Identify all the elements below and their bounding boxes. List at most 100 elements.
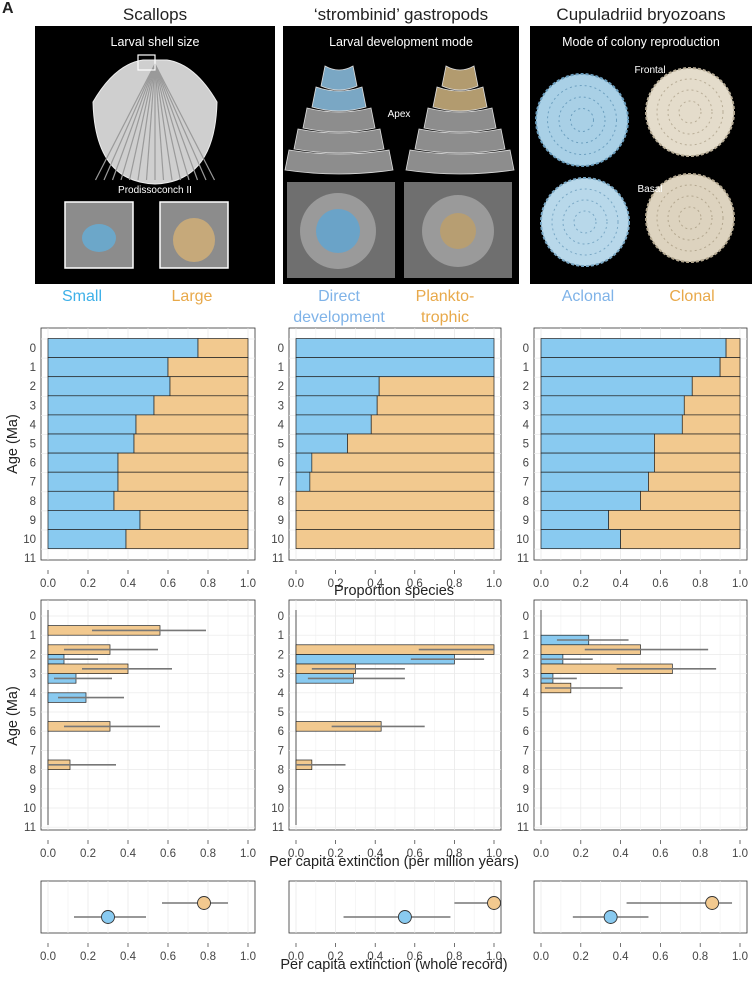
category-label-b: Plankto-: [416, 288, 475, 305]
colony-zooids: [547, 85, 617, 155]
x-tick-label: 1.0: [240, 578, 256, 590]
bar-proportion-b: [640, 490, 741, 511]
age-tick-label: 4: [30, 688, 37, 700]
bar-proportion-b: [125, 529, 249, 549]
colony: [535, 73, 629, 167]
age-tick-label: 8: [523, 496, 529, 508]
whorl: [284, 149, 394, 175]
bar-proportion-a: [540, 433, 655, 454]
x-tick-label: 0.0: [40, 951, 56, 963]
bar-proportion-a: [540, 395, 685, 416]
shell-rib: [145, 63, 156, 181]
x-axis-label: Per capita extinction (per million years…: [269, 854, 519, 870]
scallop-illustration: [64, 54, 229, 269]
bar-proportion-b: [133, 433, 249, 454]
x-tick-label: 0.4: [367, 578, 384, 590]
shell-rib: [111, 63, 156, 181]
shell-rib: [154, 63, 207, 181]
bar-proportion-a: [540, 452, 655, 473]
age-tick-label: 8: [278, 496, 284, 508]
whorl: [320, 65, 358, 91]
age-tick-label: 1: [278, 630, 284, 642]
x-tick-label: 1.0: [240, 848, 256, 860]
x-tick-label: 0.4: [613, 578, 630, 590]
x-tick-label: 0.0: [533, 578, 549, 590]
age-tick-label: 1: [30, 362, 36, 374]
bar-proportion-a: [47, 510, 141, 530]
photo-label: Basal: [637, 184, 662, 195]
x-tick-label: 0.4: [613, 848, 630, 860]
zoom-box: [137, 54, 156, 71]
large-larval-shell: [173, 218, 215, 262]
age-tick-label: 1: [523, 362, 529, 374]
colony: [645, 173, 735, 263]
x-tick-label: 0.2: [573, 578, 589, 590]
x-tick-label: 0.0: [533, 951, 549, 963]
photo-label: Frontal: [634, 65, 665, 76]
bar-proportion-a: [47, 376, 171, 397]
shell-rib: [137, 63, 156, 181]
x-tick-label: 0.4: [613, 951, 630, 963]
colony-zooids: [551, 188, 619, 256]
age-tick-label: 1: [30, 630, 36, 642]
age-tick-label: 3: [523, 669, 529, 681]
bar-proportion-b: [197, 338, 249, 358]
x-tick-label: 0.2: [328, 578, 344, 590]
x-tick-label: 0.6: [160, 951, 176, 963]
bar-proportion-b: [169, 376, 249, 397]
colony-zooids: [678, 100, 702, 124]
photo-title: Larval development mode: [329, 35, 473, 49]
shell-rib: [94, 63, 156, 181]
x-tick-label: 0.8: [446, 848, 462, 860]
age-tick-label: 8: [523, 765, 529, 777]
category-label-a: Aclonal: [562, 288, 614, 305]
age-tick-label: 11: [517, 553, 529, 565]
age-tick-label: 11: [24, 822, 36, 834]
shell-rib: [120, 63, 156, 181]
shell-rib: [154, 63, 173, 181]
age-tick-label: 4: [30, 419, 37, 431]
age-tick-label: 0: [523, 611, 529, 623]
bar-proportion-a: [47, 452, 119, 473]
colony-zooids: [656, 184, 724, 252]
x-tick-label: 0.6: [407, 848, 423, 860]
age-tick-label: 2: [278, 381, 284, 393]
x-tick-label: 0.0: [288, 951, 304, 963]
bar-proportion-b: [608, 510, 741, 530]
whorl: [405, 149, 515, 175]
photo-title: Mode of colony reproduction: [562, 35, 720, 49]
category-label-b: Large: [172, 288, 213, 305]
x-tick-label: 0.2: [573, 848, 589, 860]
x-tick-label: 0.0: [533, 848, 549, 860]
whorl: [302, 107, 376, 133]
age-tick-label: 4: [278, 419, 285, 431]
point-b: [197, 896, 211, 910]
x-tick-label: 0.2: [80, 578, 96, 590]
x-tick-label: 0.8: [692, 578, 708, 590]
age-tick-label: 10: [23, 534, 36, 546]
photo-label: Prodissoconch II: [118, 185, 192, 196]
y-axis-label: Age (Ma): [5, 686, 21, 746]
bar-proportion-b: [153, 395, 249, 416]
shell-rib: [103, 63, 156, 181]
bar-proportion-a: [47, 338, 199, 358]
age-tick-label: 8: [30, 496, 36, 508]
age-tick-label: 7: [523, 745, 529, 757]
category-label-b: Clonal: [669, 288, 714, 305]
category-label-a: Small: [62, 288, 102, 305]
bar-proportion-b: [135, 414, 249, 435]
bar-proportion-b: [648, 471, 741, 492]
bar-proportion-a: [540, 414, 683, 435]
age-tick-label: 4: [523, 419, 530, 431]
x-tick-label: 0.0: [40, 848, 56, 860]
age-tick-label: 8: [278, 765, 284, 777]
bar-proportion-a: [47, 395, 155, 416]
x-tick-label: 0.8: [200, 848, 216, 860]
bar-proportion-a: [295, 414, 372, 435]
colony-zooids: [562, 199, 608, 245]
age-tick-label: 2: [30, 649, 36, 661]
shell-rib: [154, 63, 182, 181]
x-tick-label: 1.0: [486, 578, 502, 590]
x-tick-label: 0.4: [120, 848, 137, 860]
